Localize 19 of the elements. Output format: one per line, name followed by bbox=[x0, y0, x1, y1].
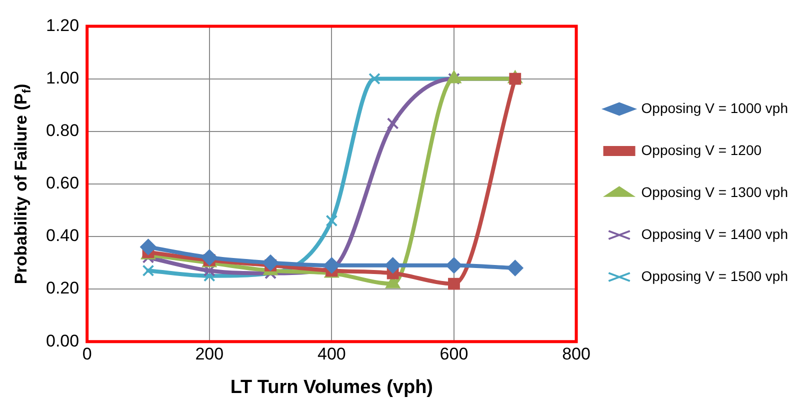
legend-label: Opposing V = 1500 vph bbox=[641, 268, 788, 284]
y-tick-label: 1.00 bbox=[46, 68, 80, 88]
y-axis-title: Probability of Failure (Pf) bbox=[12, 84, 34, 284]
x-tick-label: 400 bbox=[317, 344, 346, 364]
y-tick-label: 0.40 bbox=[46, 226, 80, 246]
x-tick-label: 600 bbox=[440, 344, 468, 364]
x-axis-title: LT Turn Volumes (vph) bbox=[230, 377, 434, 398]
legend-label: Opposing V = 1200 bbox=[641, 142, 762, 158]
legend-label: Opposing V = 1300 vph bbox=[641, 184, 788, 200]
y-tick-label: 1.20 bbox=[46, 16, 80, 35]
x-tick-label: 800 bbox=[562, 344, 590, 364]
y-tick-label: 0.20 bbox=[46, 278, 80, 298]
y-tick-label: 0.00 bbox=[46, 331, 80, 350]
y-tick-label: 0.60 bbox=[46, 174, 80, 193]
legend-label: Opposing V = 1000 vph bbox=[641, 100, 788, 116]
x-tick-label: 0 bbox=[82, 344, 92, 364]
legend-label: Opposing V = 1400 vph bbox=[641, 226, 788, 242]
x-tick-label: 200 bbox=[195, 344, 224, 364]
y-tick-label: 0.80 bbox=[46, 121, 80, 140]
